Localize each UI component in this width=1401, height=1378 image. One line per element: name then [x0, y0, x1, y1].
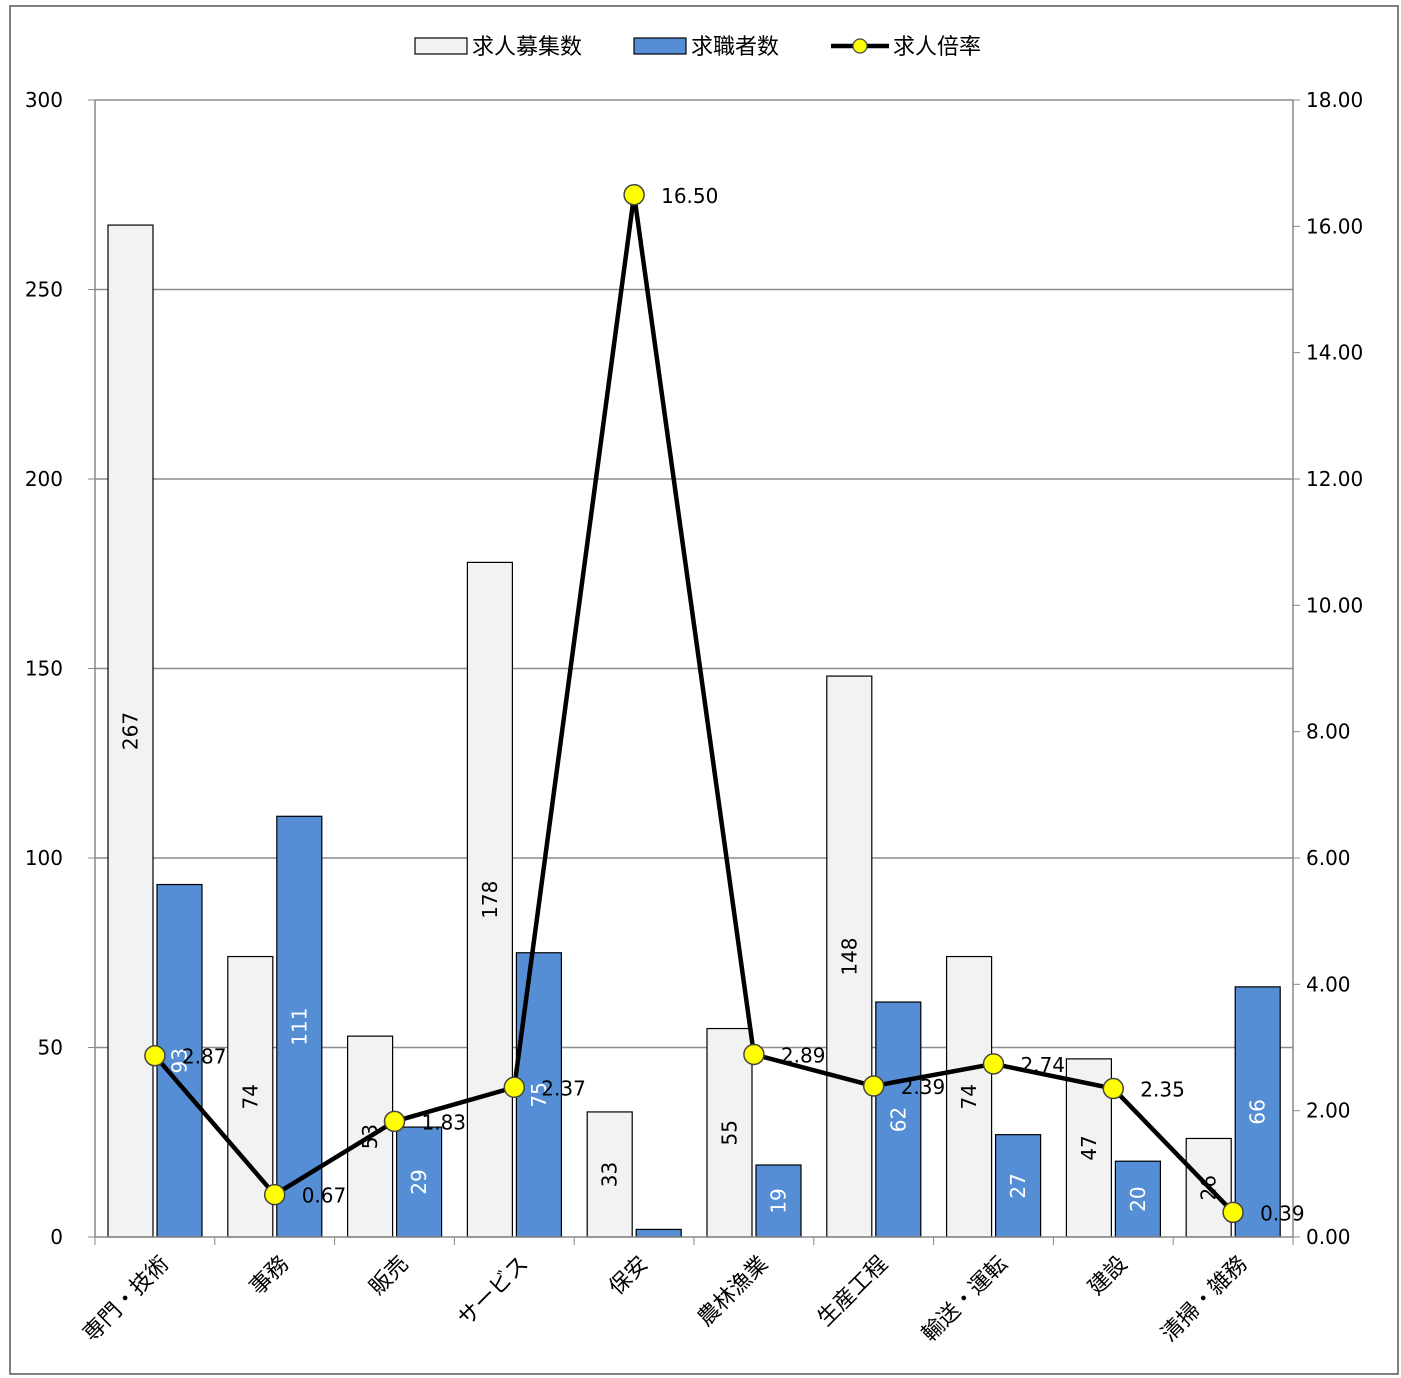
legend-label-openings: 求人募集数: [472, 35, 582, 60]
right-axis-tick-label: 16.00: [1306, 214, 1363, 238]
ratio-point: [1102, 1077, 1125, 1100]
right-axis-tick-label: 14.00: [1306, 341, 1363, 365]
bar-value-label-seekers: 29: [407, 1169, 431, 1194]
bar-value-label-openings: 178: [478, 881, 502, 919]
bar-value-label-seekers: 66: [1246, 1099, 1270, 1124]
ratio-value-label: 2.37: [541, 1076, 586, 1100]
ratio-value-label: 2.87: [182, 1045, 227, 1069]
bar-job-seekers: [635, 1228, 682, 1238]
bar-job-seekers: [1234, 986, 1281, 1238]
ratio-value-label: 0.39: [1260, 1201, 1305, 1225]
left-axis-tick-label: 150: [25, 657, 63, 681]
ratio-value-label: 16.50: [661, 184, 718, 208]
bar-value-label-seekers: 20: [1126, 1186, 1150, 1211]
right-axis-tick-label: 6.00: [1306, 846, 1351, 870]
right-axis-tick-label: 18.00: [1306, 88, 1363, 112]
bar-value-label-seekers: 93: [168, 1048, 192, 1073]
left-axis-tick-label: 300: [25, 88, 63, 112]
bar-job-openings: [466, 561, 513, 1238]
right-axis-tick-label: 4.00: [1306, 972, 1351, 996]
ratio-point: [144, 1044, 166, 1067]
bar-value-label-seekers: 62: [886, 1107, 910, 1132]
right-axis-tick-label: 10.00: [1306, 593, 1363, 617]
bar-value-label-seekers: 19: [767, 1188, 791, 1213]
bar-value-label-openings: 74: [238, 1084, 262, 1109]
ratio-point: [263, 1183, 286, 1206]
bar-job-openings: [826, 675, 873, 1238]
bar-job-seekers: [755, 1164, 802, 1238]
bar-value-label-openings: 55: [718, 1120, 742, 1145]
legend-label-seekers: 求職者数: [691, 35, 779, 60]
ratio-value-label: 2.39: [901, 1075, 946, 1099]
bar-value-label-openings: 26: [1197, 1175, 1221, 1200]
bars: [107, 224, 1281, 1238]
bar-value-label-seekers: 27: [1006, 1173, 1030, 1198]
left-axis-tick-label: 250: [25, 278, 63, 302]
bar-value-label-openings: 33: [598, 1162, 622, 1187]
legend-swatch-seekers: [633, 37, 687, 55]
left-axis-tick-label: 0: [50, 1225, 63, 1249]
ratio-value-label: 1.83: [422, 1110, 467, 1134]
ratio-point: [383, 1110, 406, 1133]
ratio-value-label: 2.35: [1140, 1078, 1185, 1102]
left-axis-tick-label: 200: [25, 467, 63, 491]
ratio-point: [623, 184, 645, 206]
bar-job-openings: [107, 224, 154, 1238]
bar-value-label-seekers: 75: [527, 1082, 551, 1107]
legend-swatch-openings: [414, 37, 468, 55]
ratio-point: [862, 1075, 885, 1097]
bar-value-label-openings: 53: [358, 1124, 382, 1149]
bar-job-seekers: [1114, 1160, 1162, 1238]
bar-job-openings: [706, 1027, 753, 1238]
legend-label-ratio: 求人倍率: [893, 35, 981, 60]
left-axis-tick-label: 100: [25, 846, 63, 870]
bar-value-label-openings: 74: [957, 1084, 981, 1109]
ratio-line: [144, 184, 1244, 1224]
right-axis-tick-label: 2.00: [1306, 1099, 1351, 1123]
bar-value-label-seekers: 111: [287, 1008, 311, 1046]
left-axis-tick-label: 50: [38, 1036, 63, 1060]
legend-marker-ratio: [852, 38, 868, 54]
data-labels: 267 93 74 111 53 29 178 75 33 55 19 148 62 74 27 47 20 26…: [119, 184, 1305, 1226]
bar-job-seekers: [396, 1126, 443, 1238]
ratio-point: [743, 1043, 765, 1066]
right-axis-tick-label: 12.00: [1306, 467, 1363, 491]
ratio-polyline: [153, 192, 1235, 1214]
right-axis-tick-label: 8.00: [1306, 720, 1351, 744]
right-axis-tick-label: 0.00: [1306, 1225, 1351, 1249]
ratio-value-label: 0.67: [302, 1184, 347, 1208]
ratio-value-label: 2.74: [1021, 1053, 1066, 1077]
bar-job-seekers: [276, 815, 323, 1238]
bar-job-seekers: [156, 883, 203, 1238]
bar-value-label-openings: 47: [1077, 1135, 1101, 1160]
legend: 求人募集数 求職者数 求人倍率: [414, 35, 981, 60]
bar-job-openings: [586, 1111, 633, 1238]
ratio-point: [1222, 1201, 1244, 1224]
ratio-point: [982, 1053, 1005, 1075]
bar-value-label-openings: 148: [837, 937, 861, 975]
ratio-point: [503, 1076, 526, 1099]
bar-value-label-openings: 267: [119, 712, 143, 750]
ratio-value-label: 2.89: [781, 1043, 826, 1067]
